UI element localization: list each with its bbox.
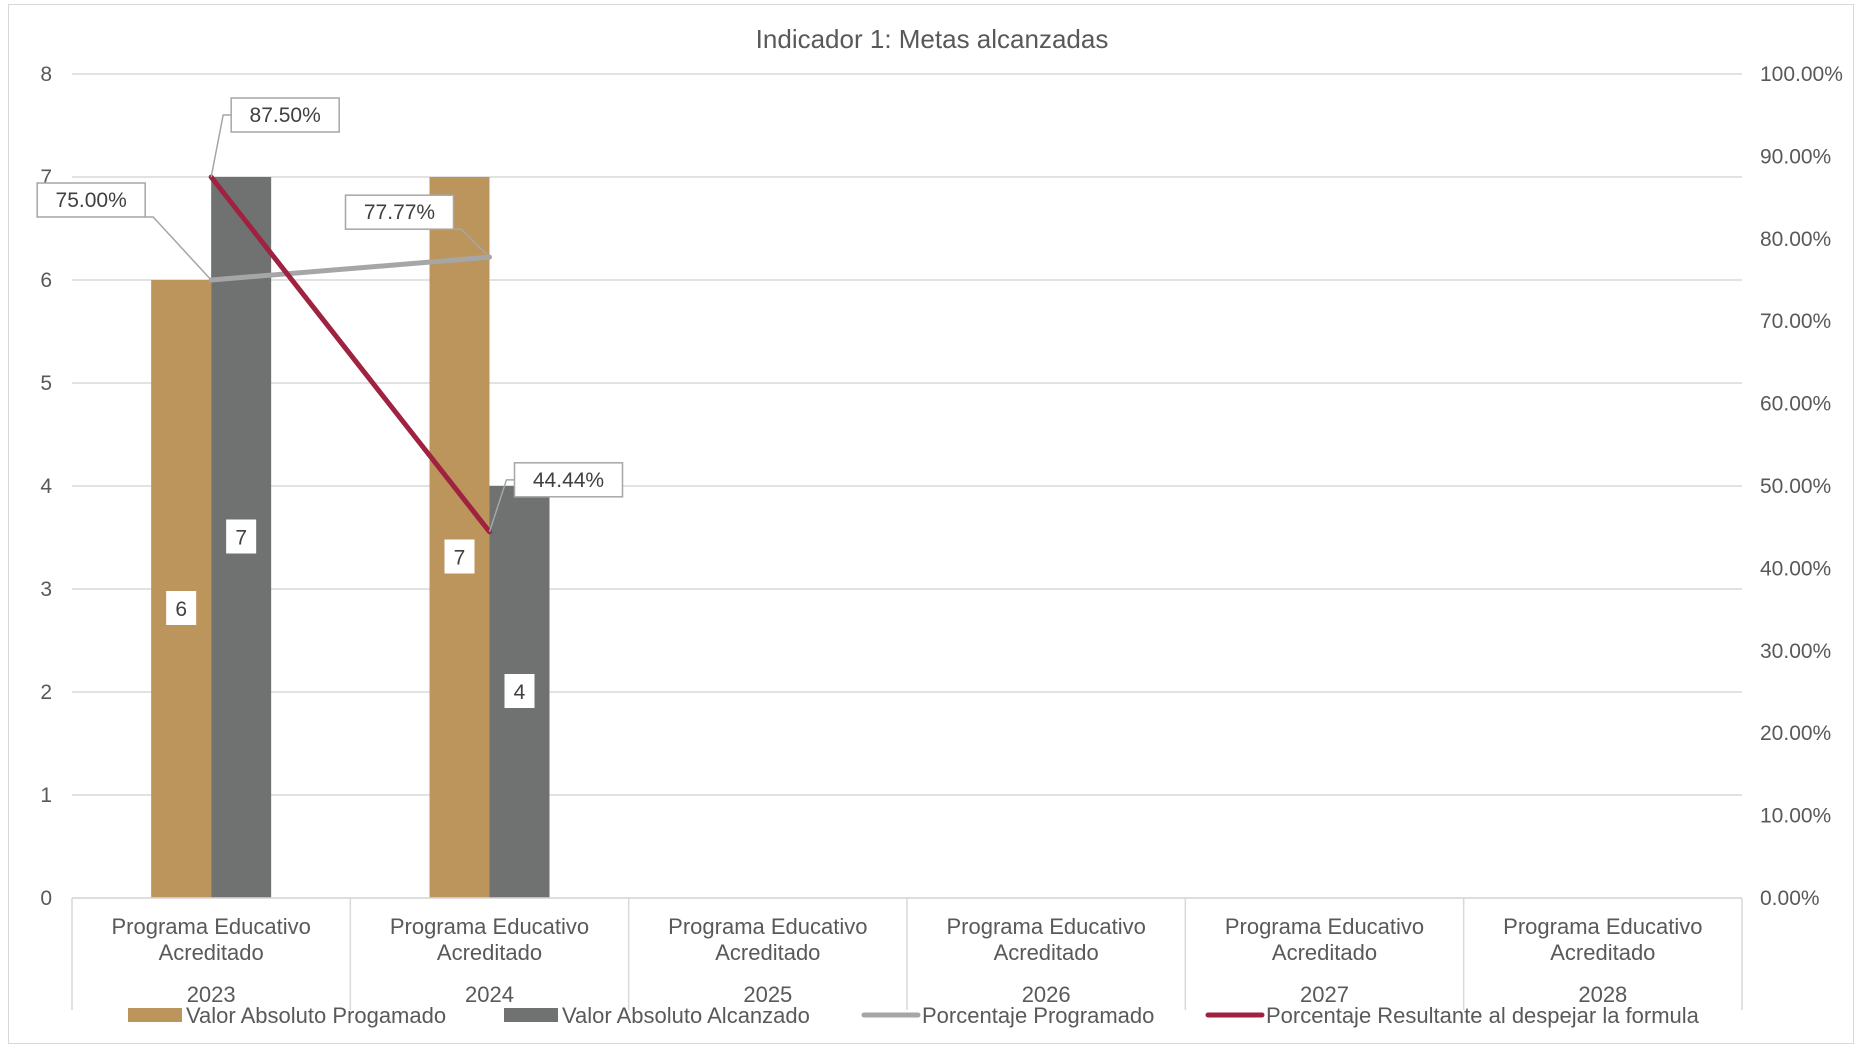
y2-tick-label: 30.00% xyxy=(1760,640,1831,663)
category-label-line2: Acreditado xyxy=(1272,940,1377,965)
legend-label: Valor Absoluto Alcanzado xyxy=(562,1003,810,1028)
y2-tick-label: 60.00% xyxy=(1760,393,1831,416)
bar-value-label-bg xyxy=(504,674,535,708)
y-tick-label: 2 xyxy=(40,681,52,704)
legend-label: Porcentaje Programado xyxy=(922,1003,1154,1028)
y-tick-label: 1 xyxy=(40,784,52,807)
bar-valor-absoluto-progamado xyxy=(151,280,212,898)
legend-label: Valor Absoluto Progamado xyxy=(186,1003,446,1028)
y2-tick-label: 0.00% xyxy=(1760,887,1820,910)
bar-value-label: 6 xyxy=(175,598,187,621)
callout-box xyxy=(230,97,340,133)
y2-tick-label: 50.00% xyxy=(1760,475,1831,498)
category-year: 2025 xyxy=(743,982,792,1007)
category-label-line1: Programa Educativo xyxy=(1225,914,1424,939)
y-tick-label: 7 xyxy=(40,166,52,189)
y-tick-label: 3 xyxy=(40,578,52,601)
category-label-line2: Acreditado xyxy=(437,940,542,965)
gridlines xyxy=(72,73,1742,899)
bar-valor-absoluto-progamado xyxy=(429,177,490,898)
percentage-label: 44.44% xyxy=(533,469,604,492)
category-label-line1: Programa Educativo xyxy=(112,914,311,939)
y2-tick-label: 100.00% xyxy=(1760,63,1843,86)
legend-label: Porcentaje Resultante al despejar la for… xyxy=(1266,1003,1700,1028)
callout-box xyxy=(513,462,624,498)
y-axis-secondary: 0.00% 10.00% 20.00% 30.00% 40.00% 50.00% 60.00… xyxy=(1760,63,1843,910)
legend-swatch xyxy=(504,1008,558,1022)
bar-value-label: 7 xyxy=(454,547,466,570)
category-label-line1: Programa Educativo xyxy=(1503,914,1702,939)
category-label-line1: Programa Educativo xyxy=(390,914,589,939)
percentage-label: 87.50% xyxy=(250,104,321,127)
percentage-label: 75.00% xyxy=(56,189,127,212)
bar-value-label: 4 xyxy=(514,681,526,704)
y-axis-primary: 0 1 2 3 4 5 6 7 8 xyxy=(40,63,52,910)
y-tick-label: 4 xyxy=(40,475,52,498)
category-label-line2: Acreditado xyxy=(1550,940,1655,965)
category-label-line2: Acreditado xyxy=(159,940,264,965)
y2-tick-label: 80.00% xyxy=(1760,228,1831,251)
line-porcentaje-programado xyxy=(208,254,492,283)
category-year: 2023 xyxy=(187,982,236,1007)
lines xyxy=(208,174,492,535)
legend-swatch xyxy=(128,1008,182,1022)
y-tick-label: 0 xyxy=(40,887,52,910)
callout-leader-line xyxy=(488,479,515,533)
category-label-line2: Acreditado xyxy=(994,940,1099,965)
x-axis: Programa EducativoAcreditado2023Programa… xyxy=(71,897,1743,1010)
category-year: 2028 xyxy=(1578,982,1627,1007)
bars xyxy=(151,177,550,898)
category-year: 2024 xyxy=(465,982,514,1007)
callout-leader-line xyxy=(453,228,491,258)
chart-frame xyxy=(8,4,1854,1044)
chart-title: Indicador 1: Metas alcanzadas xyxy=(756,24,1109,54)
legend: Valor Absoluto Progamado Valor Absoluto A… xyxy=(128,1003,1700,1028)
callout-box xyxy=(344,194,455,230)
y2-tick-label: 10.00% xyxy=(1760,805,1831,828)
line-porcentaje-resultante-al-despejar-la-formula xyxy=(208,174,492,535)
y2-tick-label: 40.00% xyxy=(1760,557,1831,580)
percentage-label: 77.77% xyxy=(364,201,435,224)
y-tick-label: 5 xyxy=(40,372,52,395)
callout-leader-line xyxy=(210,114,232,178)
bar-value-label-bg xyxy=(166,591,197,625)
y2-tick-label: 20.00% xyxy=(1760,722,1831,745)
category-year: 2026 xyxy=(1022,982,1071,1007)
category-label-line1: Programa Educativo xyxy=(947,914,1146,939)
y2-tick-label: 70.00% xyxy=(1760,310,1831,333)
y2-tick-label: 90.00% xyxy=(1760,145,1831,168)
category-label-line2: Acreditado xyxy=(715,940,820,965)
bar-value-label-bg xyxy=(444,539,475,574)
callout-box xyxy=(36,182,146,218)
bar-value-label-bg xyxy=(226,519,257,554)
y-tick-label: 8 xyxy=(40,63,52,86)
bar-value-label: 7 xyxy=(235,527,247,550)
y-tick-label: 6 xyxy=(40,269,52,292)
category-year: 2027 xyxy=(1300,982,1349,1007)
category-label-line1: Programa Educativo xyxy=(668,914,867,939)
data-labels: 6 7 7 4 75.00% 77.77% 87.50% 44.44% xyxy=(36,97,624,708)
callout-leader-line xyxy=(145,216,212,281)
